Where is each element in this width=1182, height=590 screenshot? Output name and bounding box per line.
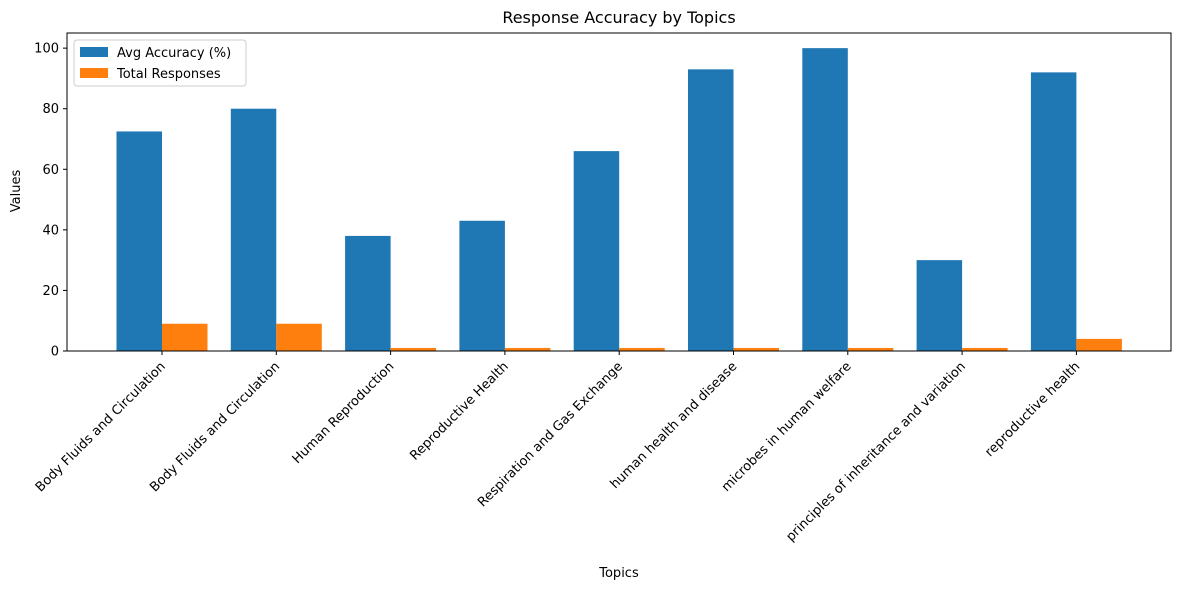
- y-tick-label-2: 40: [42, 223, 59, 238]
- legend: Avg Accuracy (%) Total Responses: [73, 39, 247, 87]
- bar-total-responses-8: [1076, 338, 1122, 351]
- y-tick-label-3: 60: [42, 163, 59, 178]
- y-tick-label-4: 80: [42, 102, 59, 117]
- x-tick-label-0: Body Fluids and Circulation: [33, 359, 169, 495]
- bar-avg-accuracy-6: [802, 48, 848, 351]
- x-tick-label-7: principles of inheritance and variation: [783, 359, 969, 545]
- legend-swatch-1: [80, 68, 108, 78]
- x-tick-label-3: Reproductive Health: [407, 359, 511, 463]
- bar-avg-accuracy-0: [116, 131, 162, 351]
- bar-total-responses-5: [733, 347, 779, 351]
- x-axis-title: Topics: [598, 566, 639, 581]
- bar-avg-accuracy-8: [1030, 72, 1077, 352]
- x-tick-label-8: reproductive health: [982, 359, 1083, 460]
- bar-total-responses-2: [390, 347, 437, 351]
- legend-label-1: Total Responses: [116, 67, 221, 82]
- bar-avg-accuracy-5: [688, 69, 734, 351]
- legend-swatch-0: [80, 47, 108, 57]
- y-axis-title: Values: [9, 170, 24, 213]
- bar-total-responses-0: [162, 323, 208, 351]
- x-tick-label-6: microbes in human welfare: [719, 359, 855, 495]
- bar-avg-accuracy-2: [345, 235, 391, 351]
- x-tick-label-1: Body Fluids and Circulation: [147, 359, 283, 495]
- y-tick-label-1: 20: [42, 284, 59, 299]
- chart-title: Response Accuracy by Topics: [502, 8, 735, 27]
- bar-avg-accuracy-7: [916, 260, 963, 351]
- bar-avg-accuracy-4: [573, 151, 620, 351]
- plot-area: 0 20 40 60 80 100 Body Fluids and CirculationB…: [33, 32, 1172, 545]
- bar-avg-accuracy-1: [230, 108, 277, 352]
- y-tick-label-5: 100: [34, 42, 59, 57]
- bar-total-responses-7: [962, 347, 1008, 351]
- bar-total-responses-1: [276, 323, 322, 351]
- x-tick-label-5: human health and disease: [608, 359, 741, 492]
- bar-total-responses-3: [504, 347, 551, 351]
- bar-avg-accuracy-3: [459, 220, 505, 351]
- y-tick-label-0: 0: [51, 345, 59, 360]
- bar-total-responses-4: [619, 347, 665, 351]
- legend-box: [73, 39, 247, 87]
- legend-label-0: Avg Accuracy (%): [117, 46, 231, 61]
- x-tick-label-2: Human Reproduction: [290, 359, 398, 467]
- bar-total-responses-6: [847, 347, 894, 351]
